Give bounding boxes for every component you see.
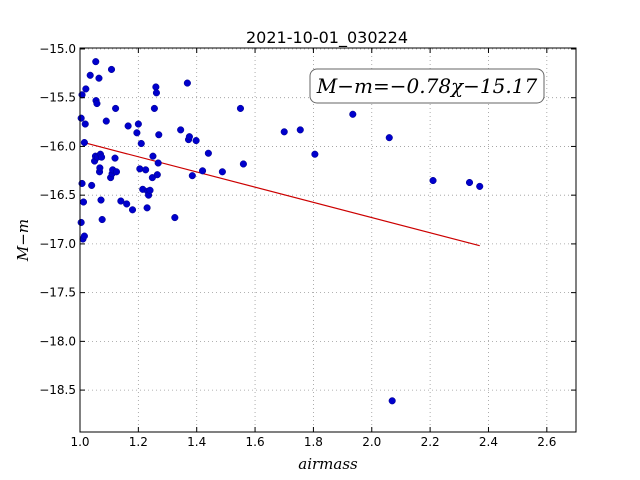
data-point [112, 168, 121, 176]
data-point [81, 120, 89, 128]
data-point [123, 200, 131, 208]
fit-equation-box: M−m=−0.78χ−15.17 [309, 68, 545, 104]
data-point [236, 104, 245, 112]
data-point [86, 71, 94, 79]
data-point [183, 79, 191, 87]
data-point [92, 58, 100, 66]
data-point [80, 232, 88, 240]
data-point [88, 181, 96, 189]
data-point [128, 206, 137, 214]
data-point [154, 159, 162, 167]
data-point [149, 152, 157, 160]
data-point [143, 204, 151, 212]
x-tick-label: 1.6 [246, 435, 265, 449]
x-tick-label: 1.0 [70, 435, 89, 449]
y-axis-label: M−m [14, 219, 32, 262]
data-point [218, 168, 226, 176]
data-point [146, 186, 154, 194]
data-point [96, 164, 104, 172]
x-tick-label: 1.2 [129, 435, 148, 449]
data-point [77, 114, 85, 122]
data-point [95, 74, 103, 82]
data-point [134, 120, 142, 128]
data-point [188, 172, 196, 180]
data-point [137, 139, 145, 148]
fit-line-layer [85, 142, 480, 247]
y-tick-labels: −15.0 −15.5 −16.0 −16.5 −17.0 −17.5 −18.0 −18.5 [39, 42, 76, 397]
y-tick-label: −16.0 [39, 139, 76, 153]
data-point [155, 131, 163, 139]
data-point [112, 104, 120, 112]
y-tick-label: −16.5 [39, 188, 76, 202]
x-tick-label: 2.0 [362, 435, 381, 449]
data-point [171, 214, 179, 222]
data-point [349, 110, 357, 118]
fit-equation: M−m=−0.78χ−15.17 [316, 74, 538, 98]
data-point [152, 89, 160, 97]
x-tick-label: 2.6 [537, 435, 556, 449]
data-point [102, 117, 110, 125]
data-point [133, 129, 141, 137]
data-point [136, 165, 144, 173]
data-point [476, 182, 484, 190]
x-tick-label: 2.4 [479, 435, 498, 449]
data-point [385, 134, 393, 142]
y-tick-label: −15.0 [39, 42, 76, 56]
data-point [124, 122, 132, 130]
data-point [82, 85, 90, 93]
data-point [311, 150, 319, 158]
data-point [204, 149, 212, 157]
data-point [296, 126, 304, 134]
y-tick-label: −18.5 [39, 383, 76, 397]
y-tick-label: −17.0 [39, 237, 76, 251]
data-point [388, 397, 396, 405]
y-tick-label: −18.0 [39, 334, 76, 348]
chart-title: 2021-10-01_030224 [246, 28, 408, 48]
data-point [97, 196, 105, 204]
data-point [79, 198, 88, 206]
data-point [93, 100, 101, 108]
data-point [98, 153, 106, 161]
x-axis-label: airmass [298, 455, 358, 473]
data-point [280, 128, 288, 136]
data-point [80, 138, 88, 147]
data-point [117, 197, 125, 205]
data-point [177, 126, 185, 134]
data-point [198, 167, 207, 175]
data-point [239, 160, 247, 168]
x-tick-label: 1.8 [304, 435, 323, 449]
data-point [150, 104, 158, 112]
data-point [142, 166, 150, 174]
data-point [107, 65, 116, 73]
y-tick-label: −15.5 [39, 91, 76, 105]
x-tick-label: 2.2 [421, 435, 440, 449]
y-tick-label: −17.5 [39, 286, 76, 300]
axis-ticks [79, 48, 576, 432]
data-point [465, 178, 474, 187]
data-point [98, 215, 106, 224]
data-point [153, 171, 161, 179]
data-point [185, 133, 193, 141]
data-point [429, 176, 437, 185]
fit-equation-frame [309, 68, 545, 104]
data-point [77, 218, 85, 227]
x-tick-labels: 1.0 1.2 1.4 1.6 1.8 2.0 2.2 2.4 2.6 [70, 435, 556, 449]
data-point [152, 83, 160, 91]
plot-frame [79, 47, 577, 433]
x-tick-label: 1.4 [187, 435, 206, 449]
fit-line [85, 142, 480, 247]
data-point [111, 154, 119, 162]
data-point [192, 137, 200, 145]
